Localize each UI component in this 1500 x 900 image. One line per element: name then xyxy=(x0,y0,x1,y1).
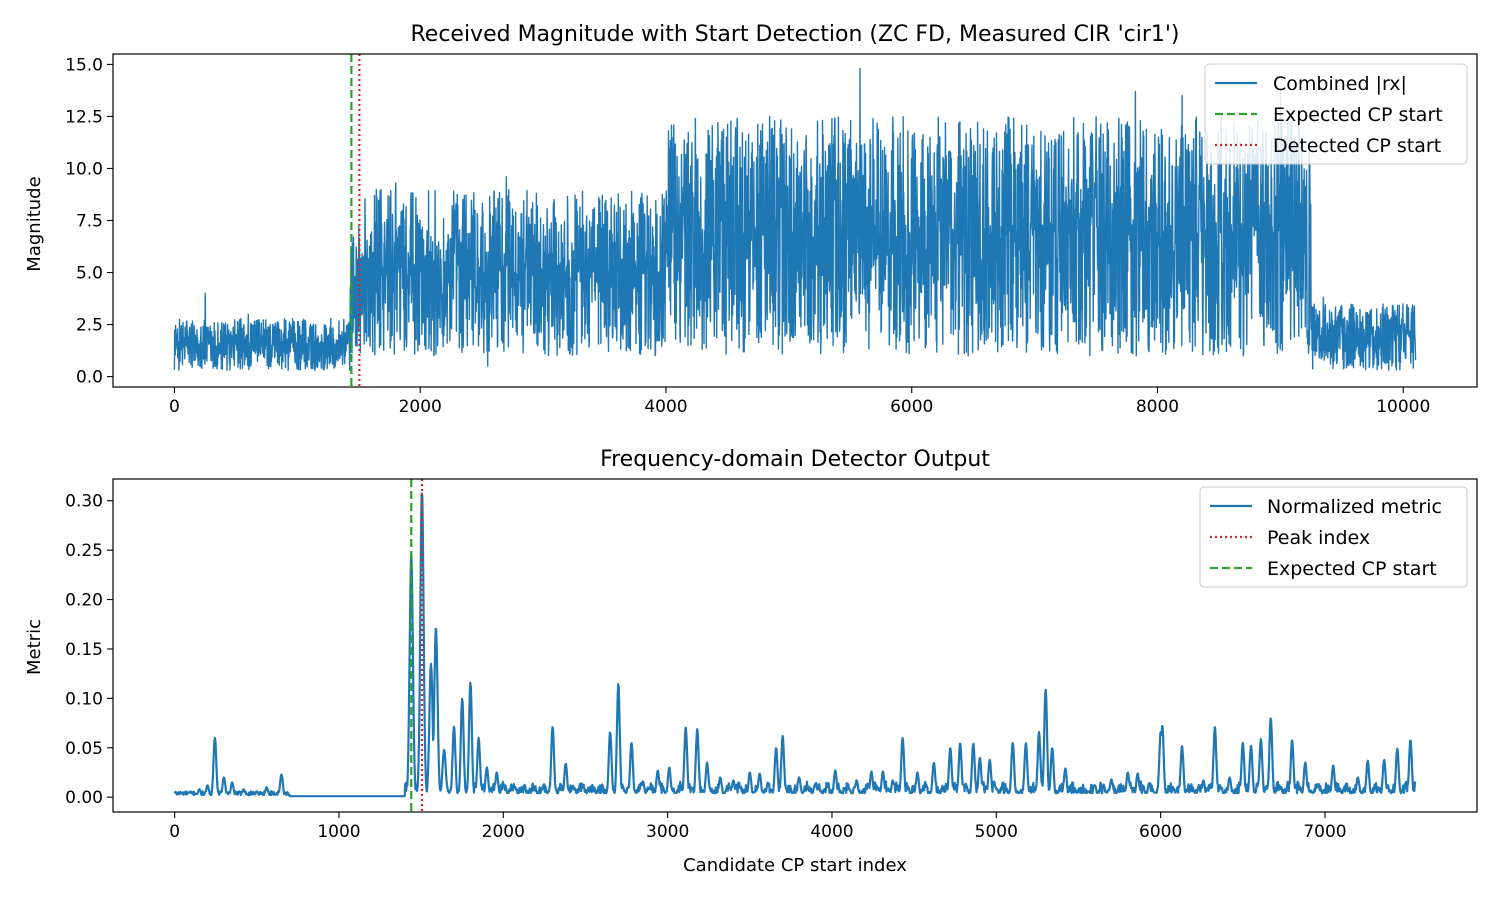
legend-label: Expected CP start xyxy=(1273,104,1443,126)
y-tick-label: 0.10 xyxy=(65,689,103,709)
detector-output-chart: Frequency-domain Detector Output Metric … xyxy=(24,447,1478,876)
legend-label: Expected CP start xyxy=(1267,558,1437,580)
x-tick-label: 1000 xyxy=(317,822,360,842)
y-axis-label: Metric xyxy=(24,619,45,675)
series-line-normalized-metric xyxy=(173,492,1417,798)
y-axis-label: Magnitude xyxy=(24,176,45,271)
chart-title: Received Magnitude with Start Detection … xyxy=(410,22,1179,47)
axes-frame xyxy=(112,53,1478,388)
x-tick-label: 8000 xyxy=(1136,397,1179,417)
y-tick-label: 12.5 xyxy=(65,107,103,127)
y-tick-label: 0.20 xyxy=(65,591,103,611)
legend-box xyxy=(1204,63,1468,165)
y-tick-label: 0.25 xyxy=(65,541,103,561)
y-tick-label: 10.0 xyxy=(65,159,103,179)
y-tick-label: 15.0 xyxy=(65,55,103,75)
x-tick-label: 4000 xyxy=(644,397,687,417)
legend: Combined |rx| Expected CP start Detected C… xyxy=(1204,63,1468,165)
x-tick-label: 6000 xyxy=(890,397,933,417)
y-tick-label: 0.30 xyxy=(65,492,103,512)
y-tick-label: 0.15 xyxy=(65,640,103,660)
y-tick-label: 7.5 xyxy=(76,212,103,232)
x-tick-label: 10000 xyxy=(1376,397,1430,417)
y-tick-label: 5.0 xyxy=(76,264,103,284)
received-magnitude-chart: Received Magnitude with Start Detection … xyxy=(24,22,1478,417)
x-tick-label: 0 xyxy=(169,822,180,842)
x-tick-label: 0 xyxy=(169,397,180,417)
legend-label: Combined |rx| xyxy=(1273,73,1407,95)
x-tick-label: 4000 xyxy=(810,822,853,842)
axes-frame xyxy=(112,478,1478,813)
x-tick-label: 2000 xyxy=(482,822,525,842)
legend-label: Detected CP start xyxy=(1273,135,1441,157)
x-tick-label: 2000 xyxy=(399,397,442,417)
x-tick-label: 5000 xyxy=(975,822,1018,842)
legend-box xyxy=(1199,486,1468,588)
legend: Normalized metric Peak index Expected CP s… xyxy=(1199,486,1468,588)
x-axis-label: Candidate CP start index xyxy=(683,855,907,876)
x-tick-label: 6000 xyxy=(1139,822,1182,842)
series-line-combined-rx xyxy=(173,67,1417,371)
x-tick-label: 3000 xyxy=(646,822,689,842)
plot-area: 0 1000 2000 3000 4000 5000 6000 7000 0.00 0.05 0.1… xyxy=(65,479,1417,842)
y-tick-label: 0.0 xyxy=(76,368,103,388)
y-tick-label: 2.5 xyxy=(76,316,103,336)
y-tick-label: 0.00 xyxy=(65,788,103,808)
x-tick-label: 7000 xyxy=(1303,822,1346,842)
legend-label: Normalized metric xyxy=(1267,496,1442,518)
legend-label: Peak index xyxy=(1267,527,1370,549)
y-tick-label: 0.05 xyxy=(65,739,103,759)
chart-title: Frequency-domain Detector Output xyxy=(600,447,990,472)
plot-area: 0 2000 4000 6000 8000 10000 0.0 2.5 5.0 7.5 10.0 12… xyxy=(65,54,1430,417)
